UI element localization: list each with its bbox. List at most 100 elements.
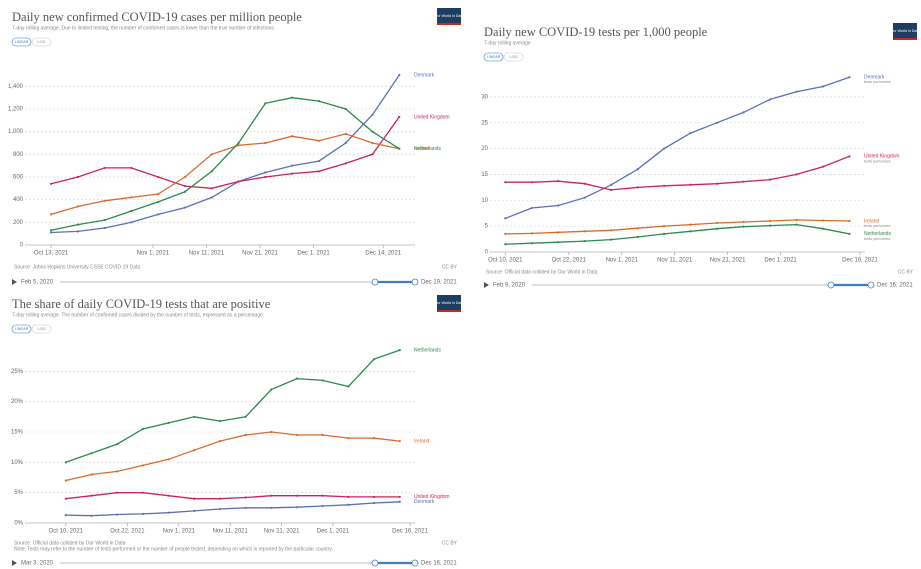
y-tick-label: 25 — [481, 120, 488, 126]
series-point — [344, 141, 347, 145]
y-tick-label: 0 — [485, 250, 489, 256]
timeline-end: Dec 16, 2021 — [421, 561, 457, 567]
scale-button[interactable] — [11, 37, 32, 47]
scale-button[interactable] — [11, 324, 32, 334]
scale-button-label[interactable]: LINEAR — [15, 327, 29, 331]
scale-button[interactable] — [503, 52, 524, 62]
y-tick-label: 15 — [481, 172, 488, 178]
series-point — [76, 205, 79, 208]
series-point — [371, 141, 374, 145]
series-point — [218, 497, 222, 500]
series-point — [795, 223, 798, 226]
series-point — [244, 433, 247, 437]
x-tick-label: Nov 1, 2021 — [137, 251, 170, 257]
series-point — [291, 164, 294, 167]
chart-subtitle: 7-day rolling average. The number of con… — [12, 312, 264, 318]
play-button[interactable] — [484, 282, 489, 288]
series-point — [49, 213, 53, 216]
series-point — [116, 443, 119, 446]
chart-panel: Daily new COVID-19 tests per 1,000 peopl… — [481, 23, 919, 289]
series-point — [663, 184, 666, 187]
scale-button-label[interactable]: LINEAR — [15, 40, 29, 44]
series-point — [848, 232, 851, 235]
scale-button-label[interactable]: LOG — [37, 40, 45, 44]
series-line — [65, 349, 400, 463]
series-point — [371, 130, 374, 133]
series-point — [76, 223, 79, 226]
timeline-handle[interactable] — [827, 281, 835, 289]
series-point — [321, 433, 324, 437]
scale-button[interactable] — [483, 52, 504, 62]
series-point — [347, 503, 350, 506]
series-point — [291, 172, 294, 175]
scale-button[interactable] — [31, 324, 52, 334]
y-tick-label: 400 — [13, 197, 24, 203]
note: Note: Tests may refer to the number of t… — [14, 546, 333, 552]
series-point — [398, 147, 401, 150]
series-point — [141, 427, 144, 431]
x-tick-label: Dec 14, 2021 — [365, 251, 401, 257]
series-unit: tests performed — [864, 237, 890, 241]
series-line — [50, 97, 400, 231]
series-point — [193, 415, 196, 418]
x-tick-label: Oct 13, 2021 — [34, 251, 69, 257]
x-tick-label: Oct 10, 2021 — [488, 258, 523, 264]
series-point — [663, 225, 666, 228]
series-point — [157, 200, 160, 204]
series-point — [193, 497, 196, 500]
logo-box — [893, 23, 917, 40]
series-point — [583, 240, 586, 243]
series-label: Ireland — [414, 438, 430, 444]
series-point — [90, 473, 93, 476]
x-tick-label: Oct 10, 2021 — [49, 529, 84, 535]
x-tick-label: Nov 1, 2021 — [163, 529, 196, 535]
series-point — [244, 506, 247, 509]
series-point — [130, 209, 133, 213]
series-point — [210, 153, 213, 156]
timeline-handle[interactable] — [371, 278, 379, 286]
series-point — [504, 181, 507, 184]
series-point — [167, 421, 170, 424]
timeline-handle[interactable] — [411, 559, 419, 567]
play-button[interactable] — [12, 279, 17, 285]
scale-button-label[interactable]: LOG — [37, 327, 45, 331]
series-point — [689, 131, 692, 135]
series-point — [321, 379, 324, 382]
series-point — [317, 139, 321, 142]
series-point — [264, 102, 267, 105]
logo-text: Our World in Data — [435, 14, 464, 18]
chart-title: Daily new COVID-19 tests per 1,000 peopl… — [484, 25, 708, 39]
source: Source: Johns Hopkins University CSSE CO… — [14, 264, 140, 270]
series-point — [64, 461, 67, 464]
series-point — [398, 115, 401, 119]
scale-button-label[interactable]: LINEAR — [487, 55, 501, 59]
series-point — [64, 497, 67, 500]
timeline-start: Mar 3, 2020 — [21, 561, 54, 567]
series-point — [715, 227, 719, 230]
scale-button-label[interactable]: LOG — [509, 55, 517, 59]
series-point — [795, 173, 798, 176]
y-tick-label: 800 — [13, 152, 24, 158]
y-tick-label: 5% — [14, 490, 23, 496]
chart-panel: Daily new confirmed COVID-19 cases per m… — [8, 8, 463, 286]
series-point — [636, 235, 639, 239]
series-point — [264, 141, 267, 145]
series-point — [167, 494, 170, 497]
series-point — [49, 229, 53, 232]
timeline-handle[interactable] — [411, 278, 419, 286]
series-point — [795, 90, 798, 93]
logo-bar — [437, 310, 461, 312]
timeline-start: Feb 5, 2020 — [21, 280, 54, 286]
play-button[interactable] — [12, 560, 17, 566]
x-tick-label: Nov 21, 2021 — [264, 529, 300, 535]
series-point — [103, 166, 106, 170]
timeline-handle[interactable] — [867, 281, 875, 289]
logo-box — [437, 295, 461, 312]
series-point — [157, 175, 160, 179]
series-point — [557, 231, 560, 234]
y-tick-label: 5 — [485, 224, 489, 230]
series-point — [183, 184, 187, 188]
timeline-handle[interactable] — [371, 559, 379, 567]
scale-button[interactable] — [31, 37, 52, 47]
